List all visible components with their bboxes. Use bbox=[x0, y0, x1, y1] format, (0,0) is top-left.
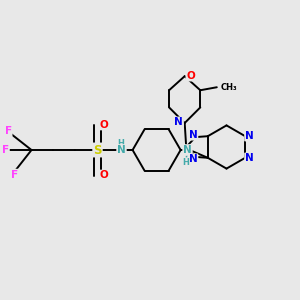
Text: F: F bbox=[4, 126, 12, 136]
Text: N: N bbox=[245, 153, 254, 164]
Text: O: O bbox=[186, 70, 195, 81]
Text: N: N bbox=[183, 145, 192, 155]
Text: F: F bbox=[2, 145, 9, 155]
Text: N: N bbox=[189, 154, 197, 164]
Text: H: H bbox=[184, 152, 191, 161]
Text: H: H bbox=[118, 139, 124, 148]
Text: O: O bbox=[100, 119, 109, 130]
Text: O: O bbox=[100, 170, 109, 181]
Text: S: S bbox=[93, 143, 102, 157]
Text: N: N bbox=[174, 117, 183, 128]
Text: N: N bbox=[189, 130, 197, 140]
Text: H: H bbox=[182, 158, 189, 167]
Text: F: F bbox=[11, 169, 19, 180]
Text: N: N bbox=[117, 145, 126, 155]
Text: CH₃: CH₃ bbox=[220, 83, 237, 92]
Text: N: N bbox=[245, 130, 254, 141]
